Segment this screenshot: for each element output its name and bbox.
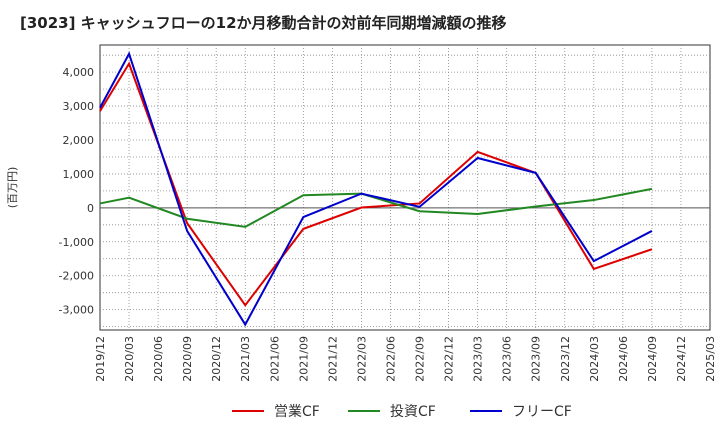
x-tick-label: 2021/09	[297, 336, 310, 382]
x-tick-label: 2020/09	[181, 336, 194, 382]
x-tick-label: 2019/12	[94, 336, 107, 382]
chart-title: [3023] キャッシュフローの12か月移動合計の対前年同期増減額の推移	[20, 14, 507, 32]
x-tick-label: 2020/06	[152, 336, 165, 382]
legend-label: フリーCF	[512, 404, 572, 420]
x-tick-label: 2020/03	[123, 336, 136, 382]
x-tick-label: 2022/03	[355, 336, 368, 382]
y-tick-label: -3,000	[59, 304, 94, 317]
y-tick-label: 2,000	[63, 134, 95, 147]
x-tick-label: 2024/06	[617, 336, 630, 382]
legend-label: 営業CF	[274, 404, 320, 420]
x-tick-label: 2020/12	[210, 336, 223, 382]
x-tick-label: 2021/03	[239, 336, 252, 382]
y-tick-label: 1,000	[63, 168, 95, 181]
x-tick-label: 2024/09	[646, 336, 659, 382]
y-tick-label: -2,000	[59, 270, 94, 283]
x-tick-label: 2022/09	[414, 336, 427, 382]
y-tick-label: 4,000	[63, 66, 95, 79]
x-tick-label: 2024/03	[588, 336, 601, 382]
x-tick-label: 2022/12	[443, 336, 456, 382]
x-tick-label: 2023/09	[530, 336, 543, 382]
x-tick-label: 2022/06	[384, 336, 397, 382]
y-tick-label: -1,000	[59, 236, 94, 249]
x-tick-label: 2023/12	[559, 336, 572, 382]
x-tick-label: 2025/03	[704, 336, 717, 382]
series-line	[99, 51, 653, 327]
x-tick-label: 2023/06	[501, 336, 514, 382]
x-tick-label: 2024/12	[675, 336, 688, 382]
y-tick-label: 0	[87, 202, 94, 215]
x-tick-label: 2023/03	[472, 336, 485, 382]
y-tick-label: 3,000	[63, 100, 95, 113]
plot-area	[99, 44, 711, 331]
x-tick-label: 2021/12	[326, 336, 339, 382]
y-axis-label: (百万円)	[6, 167, 19, 209]
x-tick-label: 2021/06	[268, 336, 281, 382]
legend-label: 投資CF	[390, 404, 436, 420]
